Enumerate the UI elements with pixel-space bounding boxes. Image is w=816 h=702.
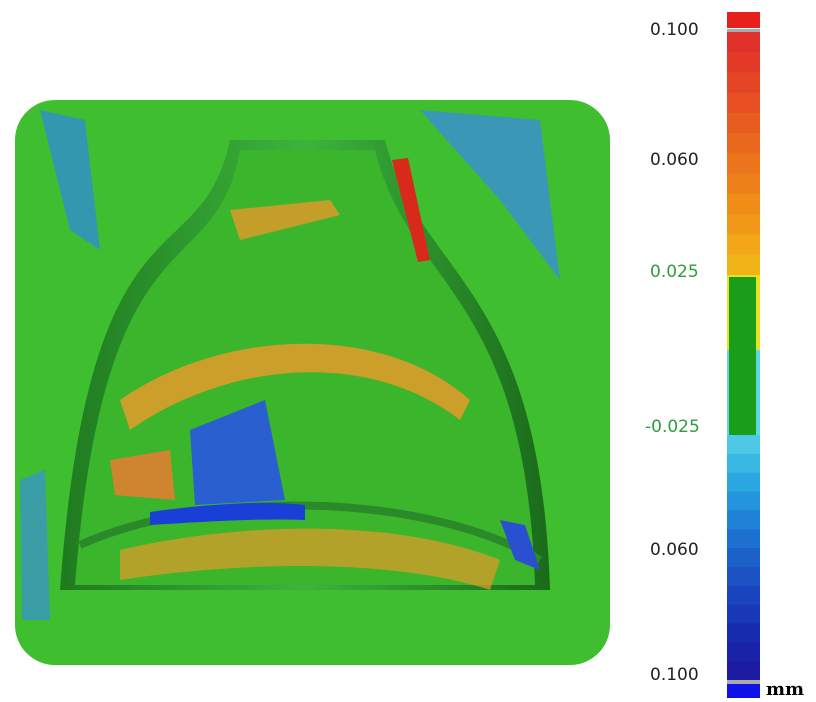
colorbar-label: 0.060 (650, 540, 699, 560)
colorbar-segment (727, 510, 760, 530)
floor-ridge (78, 501, 543, 564)
colorbar-segment (727, 684, 760, 698)
colorbar-label: 0.060 (650, 150, 699, 170)
colorbar-zero-band (729, 277, 756, 435)
blue-patch (420, 110, 560, 280)
colorbar-segment (727, 585, 760, 606)
colorbar-segment (727, 173, 760, 195)
colorbar-divider (727, 29, 760, 32)
colorbar-segment (727, 254, 760, 276)
colorbar-segment (727, 661, 760, 681)
colorbar-segment (727, 623, 760, 643)
colorbar-segment (727, 52, 760, 73)
colorbar-segment (727, 566, 760, 587)
colorbar-segment (727, 153, 760, 175)
red-patch (392, 158, 430, 262)
colorbar-segment (727, 453, 760, 474)
colorbar-segment (727, 529, 760, 549)
colorbar-segment (727, 435, 760, 455)
blue-patch (20, 470, 50, 620)
colorbar-segment (727, 491, 760, 511)
deviation-map (15, 100, 610, 665)
colorbar-segment (727, 12, 760, 28)
orange-patch (110, 450, 175, 500)
blue-patch (500, 520, 540, 570)
unit-label: mm (766, 679, 804, 700)
colorbar-segment (727, 234, 760, 256)
orange-band (120, 528, 500, 590)
colorbar-segment (727, 472, 760, 493)
colorbar-segment (727, 642, 760, 662)
blue-band (150, 502, 305, 525)
blue-patch (190, 400, 285, 505)
colorbar-segment (727, 113, 760, 134)
colorbar (727, 12, 760, 698)
colorbar-segment (727, 194, 760, 215)
colorbar-segment (727, 214, 760, 235)
blue-patch (40, 110, 100, 250)
colorbar-divider (727, 680, 760, 684)
colorbar-label: 0.025 (650, 262, 699, 282)
colorbar-segment (727, 92, 760, 114)
colorbar-segment (727, 32, 760, 53)
colorbar-label: -0.025 (645, 417, 700, 437)
colorbar-label: 0.100 (650, 665, 699, 685)
colorbar-label: 0.100 (650, 20, 699, 40)
orange-patch (230, 200, 340, 240)
orange-band (120, 343, 470, 430)
colorbar-segment (727, 133, 760, 154)
colorbar-segment (727, 548, 760, 568)
colorbar-segment (727, 604, 760, 624)
colorbar-segment (727, 72, 760, 94)
